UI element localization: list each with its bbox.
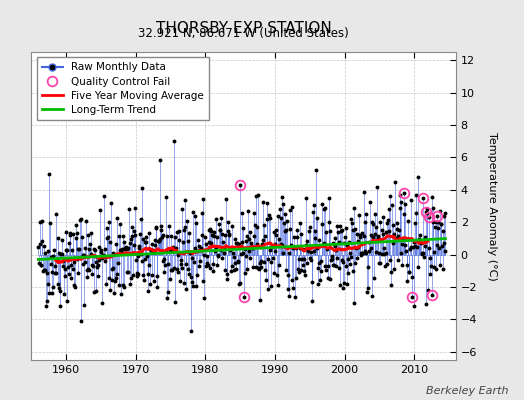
Y-axis label: Temperature Anomaly (°C): Temperature Anomaly (°C) bbox=[487, 132, 497, 280]
Legend: Raw Monthly Data, Quality Control Fail, Five Year Moving Average, Long-Term Tren: Raw Monthly Data, Quality Control Fail, … bbox=[37, 57, 209, 120]
Text: Berkeley Earth: Berkeley Earth bbox=[426, 386, 508, 396]
Text: 32.921 N, 86.671 W (United States): 32.921 N, 86.671 W (United States) bbox=[138, 27, 349, 40]
Title: THORSBY EXP STATION: THORSBY EXP STATION bbox=[156, 20, 332, 36]
